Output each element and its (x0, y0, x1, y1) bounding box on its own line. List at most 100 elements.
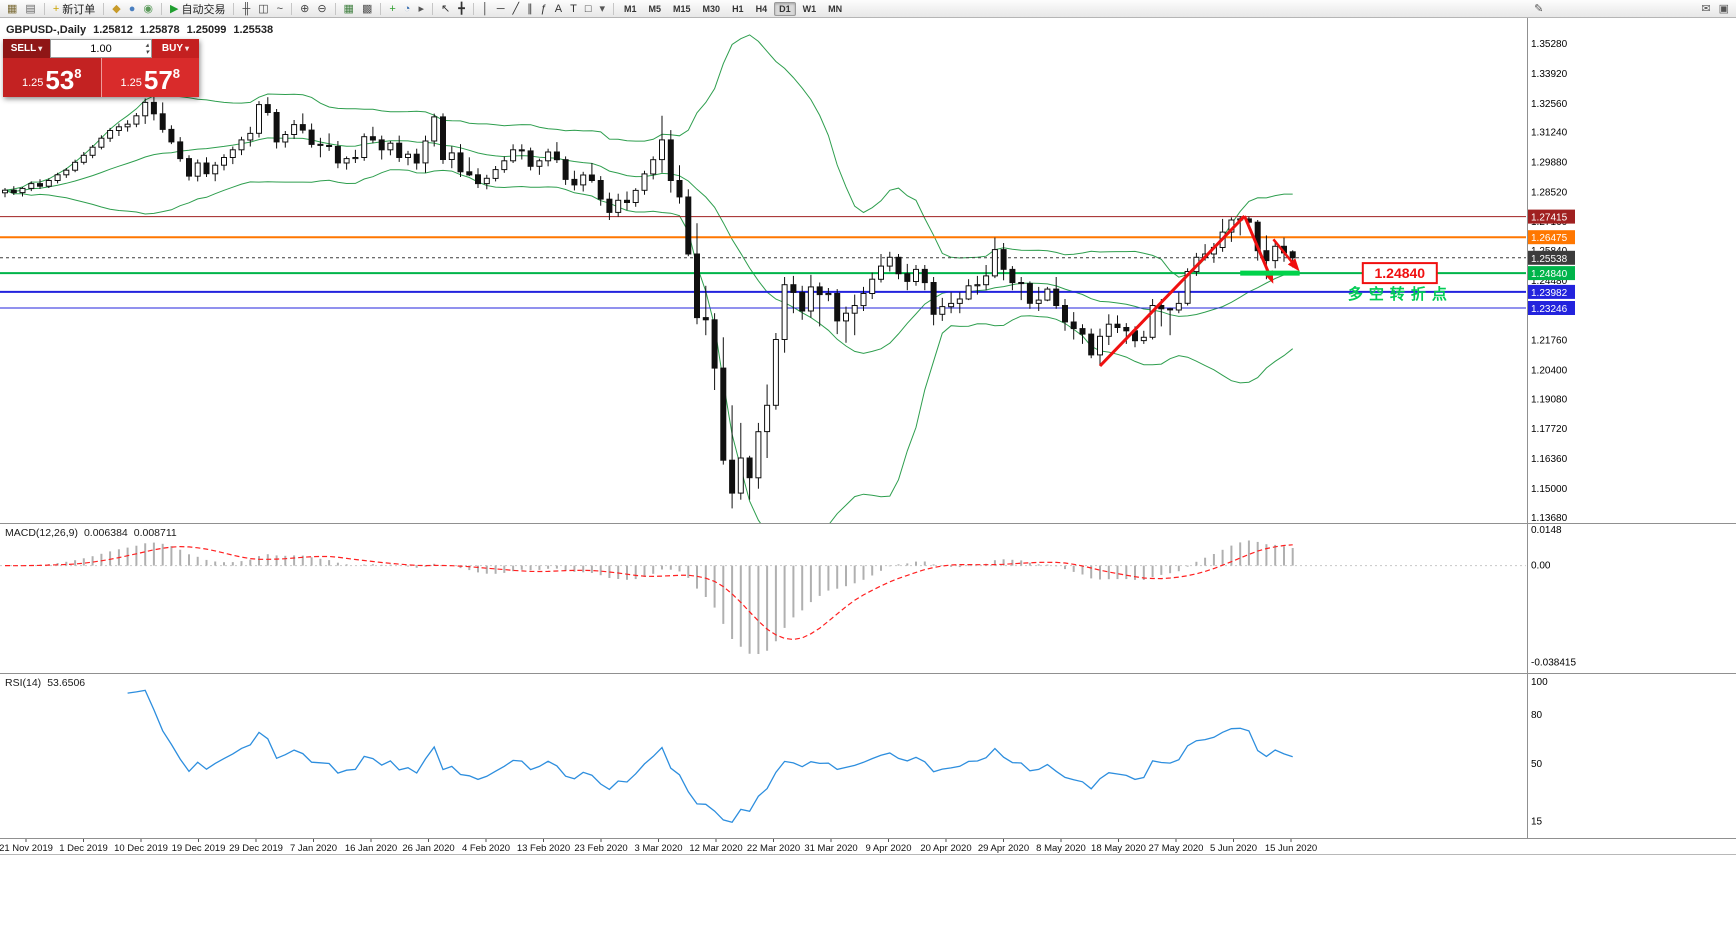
chart-window[interactable]: 1.24840 多空转折点 1.35280 1.33920 1.32560 1.31240… (0, 18, 1736, 854)
pencil-icon-icon: ✎ (1534, 2, 1544, 15)
sell-button[interactable]: 1.25 53 8 (3, 58, 102, 97)
toolbar-right-group: ✎ ✉ ▣ (1530, 1, 1733, 17)
navigator-button[interactable]: ● (125, 1, 140, 17)
buy-tab[interactable]: BUY ▾ (152, 39, 199, 58)
rsi-line (127, 689, 1293, 823)
profiles-button[interactable]: ▤ (21, 1, 39, 17)
rsi-panel[interactable]: 100 80 50 15 (0, 674, 1736, 838)
svg-text:29 Dec 2019: 29 Dec 2019 (229, 843, 283, 854)
svg-text:3 Mar 2020: 3 Mar 2020 (634, 843, 682, 854)
macd-panel[interactable]: 0.0148 0.00 -0.038415 (0, 524, 1736, 674)
svg-text:15: 15 (1531, 817, 1543, 828)
fibonacci-tool[interactable]: ƒ (537, 1, 551, 17)
toolbar-separator (472, 2, 474, 15)
sell-price-small: 1.25 (21, 77, 44, 89)
timeframe-d1-button[interactable]: D1 (774, 1, 796, 16)
sell-tab[interactable]: SELL ▾ (3, 39, 50, 58)
chart-shift-icon: ▸ (418, 2, 424, 15)
new-order-button-label: 新订单 (62, 3, 96, 16)
timeframe-m30-button[interactable]: M30 (702, 3, 721, 14)
zoom-in-button[interactable]: ⊕ (296, 1, 313, 17)
add-indicator-button[interactable]: + (385, 1, 399, 17)
low-value: 1.25099 (186, 24, 227, 36)
pencil-icon[interactable]: ✎ (1530, 1, 1547, 17)
zoom-out-button[interactable]: ⊖ (313, 1, 330, 17)
buy-button[interactable]: 1.25 57 8 (101, 58, 199, 97)
shapes-tool[interactable]: □ (581, 1, 596, 17)
volume-input[interactable]: 1.00 ▴ ▾ (50, 39, 152, 58)
tools-dropdown[interactable]: ▾ (595, 1, 609, 17)
price-chart[interactable]: 1.24840 多空转折点 1.35280 1.33920 1.32560 1.31240… (0, 18, 1736, 524)
timeframe-w1-button[interactable]: W1 (802, 3, 817, 14)
svg-text:1.27415: 1.27415 (1531, 213, 1568, 224)
svg-text:1.32560: 1.32560 (1531, 99, 1568, 110)
volume-up-icon[interactable]: ▴ (145, 42, 149, 49)
sell-dropdown-icon[interactable]: ▾ (38, 44, 43, 53)
timeframe-m5-button[interactable]: M5 (648, 3, 662, 14)
trend-annotations[interactable] (1098, 215, 1300, 367)
terminal-button[interactable]: ◉ (139, 1, 157, 17)
bottom-empty-area (0, 854, 1736, 945)
timeframe-m1-button[interactable]: M1 (624, 3, 637, 14)
symbol-period-label: GBPUSD-,Daily (6, 24, 87, 36)
new-order-button[interactable]: + 新订单 (49, 1, 99, 17)
trendline-tool[interactable]: ╱ (508, 1, 523, 17)
mail-icon[interactable]: ✉ (1697, 1, 1714, 17)
new-chart-button[interactable]: ▦ (3, 1, 21, 17)
svg-text:1.20400: 1.20400 (1531, 366, 1568, 377)
timeframe-mn-button[interactable]: MN (828, 3, 843, 14)
volume-down-icon[interactable]: ▾ (145, 49, 149, 56)
buy-dropdown-icon[interactable]: ▾ (185, 44, 190, 53)
macd-histogram (12, 540, 1294, 654)
terminal-icon: ◉ (143, 2, 153, 15)
macd-signal-value: 0.008711 (133, 527, 177, 539)
price-tags: 1.27415 1.26475 1.25538 1.24840 1.23982 1.232… (1528, 209, 1575, 315)
price-callout[interactable]: 1.24840 (1361, 262, 1438, 285)
timeframe-m15-button[interactable]: M15 (673, 3, 691, 14)
svg-text:4 Feb 2020: 4 Feb 2020 (462, 843, 510, 854)
profiles-icon: ▤ (25, 2, 36, 15)
channel-tool[interactable]: ∥ (523, 1, 537, 17)
svg-text:23 Feb 2020: 23 Feb 2020 (574, 843, 627, 854)
vertical-line-tool[interactable]: │ (478, 1, 493, 17)
text-tool[interactable]: A (551, 1, 566, 17)
window-layout-icon[interactable]: ▣ (1715, 1, 1733, 17)
market-watch-button[interactable]: ◆ (108, 1, 124, 17)
toolbar-separator (291, 2, 293, 15)
autotrading-button-label: 自动交易 (181, 3, 226, 16)
period-clock-button[interactable]: ◔ (400, 1, 415, 17)
autotrading-button[interactable]: ▶ 自动交易 (166, 1, 229, 17)
svg-text:7 Jan 2020: 7 Jan 2020 (290, 843, 337, 854)
bar-chart-button[interactable]: ╫ (238, 1, 254, 17)
toolbar-separator (431, 2, 433, 15)
chart-ohlc-header: GBPUSD-,Daily 1.25812 1.25878 1.25099 1.… (6, 24, 273, 36)
macd-main-value: 0.006384 (83, 527, 128, 539)
crosshair-tool-button[interactable]: ╋ (454, 1, 469, 17)
label-tool[interactable]: T (566, 1, 581, 17)
timeframe-h1-button[interactable]: H1 (732, 3, 744, 14)
cursor-tool-button[interactable]: ↖ (437, 1, 454, 17)
line-chart-button[interactable]: ~ (273, 1, 287, 17)
time-axis[interactable]: 21 Nov 2019 1 Dec 2019 10 Dec 2019 19 Dec 2… (0, 838, 1736, 854)
svg-text:18 May 2020: 18 May 2020 (1091, 843, 1146, 854)
svg-text:16 Jan 2020: 16 Jan 2020 (345, 843, 397, 854)
chart-shift-button[interactable]: ▸ (414, 1, 428, 17)
horizontal-line-tool[interactable]: ─ (493, 1, 509, 17)
cascade-windows-button[interactable]: ▩ (358, 1, 376, 17)
bollinger-bands (4, 34, 1294, 524)
timeframe-h4-button[interactable]: H4 (755, 3, 768, 14)
zoom-out-icon: ⊖ (317, 2, 327, 15)
svg-text:1.33920: 1.33920 (1531, 69, 1568, 80)
svg-text:1.15000: 1.15000 (1531, 484, 1568, 495)
svg-text:19 Dec 2019: 19 Dec 2019 (172, 843, 226, 854)
rsi-value: 53.6506 (47, 677, 86, 689)
volume-stepper[interactable]: ▴ ▾ (145, 42, 149, 56)
toolbar-separator (380, 2, 382, 15)
horizontal-line-icon: ─ (496, 2, 505, 15)
tile-windows-button[interactable]: ▦ (340, 1, 358, 17)
svg-text:21 Nov 2019: 21 Nov 2019 (0, 843, 53, 854)
market-watch-icon: ◆ (112, 2, 121, 15)
cn-note[interactable]: 多空转折点 (1348, 285, 1453, 303)
candlestick-chart-button[interactable]: ◫ (254, 1, 272, 17)
